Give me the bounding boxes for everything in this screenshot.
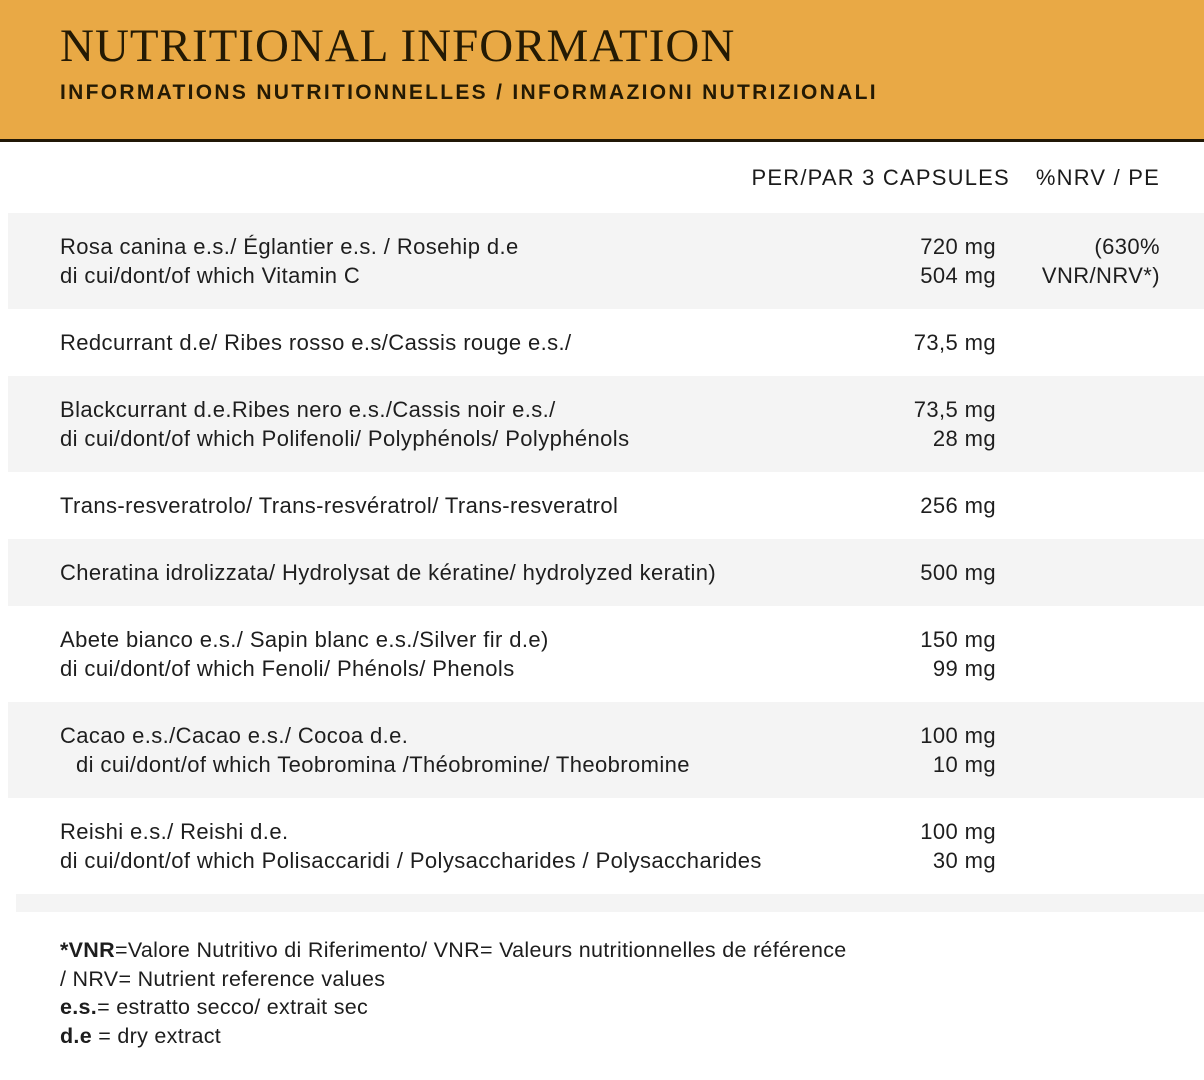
amount-value: 504 mg — [920, 263, 996, 288]
amount-value: 100 mg — [920, 723, 996, 748]
table-line: di cui/dont/of which Teobromina /Théobro… — [8, 750, 1204, 779]
footnote-text: = dry extract — [91, 1023, 222, 1048]
footnote-text: = estratto secco/ extrait sec — [97, 995, 369, 1019]
footnotes: *VNR=Valore Nutritivo di Riferimento/ VN… — [60, 936, 1204, 1050]
table-line: Rosa canina e.s./ Églantier e.s. / Roseh… — [8, 232, 1204, 261]
ingredient-label: Rosa canina e.s./ Églantier e.s. / Roseh… — [60, 234, 519, 259]
ingredient-label: Trans-resveratrolo/ Trans-resvératrol/ T… — [60, 493, 619, 518]
header-banner: NUTRITIONAL INFORMATION INFORMATIONS NUT… — [0, 0, 1204, 142]
nrv-value: VNR/NRV*) — [1041, 263, 1160, 288]
table-row: Reishi e.s./ Reishi d.e. 100 mg di cui/d… — [8, 798, 1204, 894]
ingredient-label: di cui/dont/of which Polisaccaridi / Pol… — [60, 848, 762, 873]
ingredient-label: di cui/dont/of which Vitamin C — [60, 263, 361, 288]
amount-value: 500 mg — [920, 560, 996, 585]
table-line: di cui/dont/of which Vitamin C 504 mg VN… — [8, 261, 1204, 290]
footnote-abbr: d.e — [60, 1023, 92, 1048]
ingredient-label: Cacao e.s./Cacao e.s./ Cocoa d.e. — [60, 723, 409, 748]
table-line: di cui/dont/of which Polifenoli/ Polyphé… — [8, 424, 1204, 453]
ingredient-label: Cheratina idrolizzata/ Hydrolysat de kér… — [60, 560, 717, 585]
footnote-line: e.s.= estratto secco/ extrait sec — [60, 993, 1204, 1022]
table-line: di cui/dont/of which Fenoli/ Phénols/ Ph… — [8, 654, 1204, 683]
table-end-strip — [16, 894, 1204, 912]
amount-value: 73,5 mg — [913, 330, 996, 355]
ingredient-label: Redcurrant d.e/ Ribes rosso e.s/Cassis r… — [60, 330, 572, 355]
amount-value: 30 mg — [932, 848, 996, 873]
column-headers: PER/PAR 3 CAPSULES %NRV / PE — [0, 142, 1204, 213]
col-header-per-capsules: PER/PAR 3 CAPSULES — [751, 164, 1010, 190]
table-line: Trans-resveratrolo/ Trans-resvératrol/ T… — [8, 491, 1204, 520]
table-line: Reishi e.s./ Reishi d.e. 100 mg — [8, 817, 1204, 846]
footnote-abbr: e.s. — [60, 995, 98, 1019]
amount-value: 28 mg — [932, 426, 996, 451]
panel-subtitle: INFORMATIONS NUTRITIONNELLES / INFORMAZI… — [60, 81, 878, 105]
amount-value: 720 mg — [920, 234, 996, 259]
ingredient-label: Reishi e.s./ Reishi d.e. — [60, 819, 289, 844]
ingredient-label: di cui/dont/of which Fenoli/ Phénols/ Ph… — [60, 656, 515, 681]
amount-value: 10 mg — [932, 752, 996, 777]
footnote-text: =Valore Nutritivo di Riferimento/ VNR= V… — [114, 938, 847, 962]
table-line: Cheratina idrolizzata/ Hydrolysat de kér… — [8, 558, 1204, 587]
amount-value: 99 mg — [932, 656, 996, 681]
table-line: Blackcurrant d.e.Ribes nero e.s./Cassis … — [8, 395, 1204, 424]
amount-value: 256 mg — [920, 493, 996, 518]
ingredient-label: di cui/dont/of which Polifenoli/ Polyphé… — [60, 426, 630, 451]
table-line: Redcurrant d.e/ Ribes rosso e.s/Cassis r… — [8, 328, 1204, 357]
table-row: Abete bianco e.s./ Sapin blanc e.s./Silv… — [8, 606, 1204, 702]
table-row: Redcurrant d.e/ Ribes rosso e.s/Cassis r… — [8, 309, 1204, 376]
table-row: Blackcurrant d.e.Ribes nero e.s./Cassis … — [8, 376, 1204, 472]
amount-value: 100 mg — [920, 819, 996, 844]
ingredient-label: Abete bianco e.s./ Sapin blanc e.s./Silv… — [60, 627, 549, 652]
table-line: di cui/dont/of which Polisaccaridi / Pol… — [8, 846, 1204, 875]
footnote-line: *VNR=Valore Nutritivo di Riferimento/ VN… — [60, 936, 1204, 965]
amount-value: 150 mg — [920, 627, 996, 652]
footnote-line: / NRV= Nutrient reference values — [60, 965, 1204, 994]
table-row: Cheratina idrolizzata/ Hydrolysat de kér… — [8, 539, 1204, 606]
table-row: Trans-resveratrolo/ Trans-resvératrol/ T… — [8, 472, 1204, 539]
amount-value: 73,5 mg — [913, 397, 996, 422]
footnote-abbr: *VNR — [60, 938, 115, 962]
table-line: Cacao e.s./Cacao e.s./ Cocoa d.e. 100 mg — [8, 721, 1204, 750]
col-header-nrv: %NRV / PE — [1035, 164, 1160, 190]
ingredient-label: Blackcurrant d.e.Ribes nero e.s./Cassis … — [60, 397, 556, 422]
ingredient-label: di cui/dont/of which Teobromina /Théobro… — [76, 752, 690, 777]
footnote-line: d.e = dry extract — [60, 1022, 1204, 1051]
footnote-text: / NRV= Nutrient reference values — [60, 966, 386, 991]
table-line: Abete bianco e.s./ Sapin blanc e.s./Silv… — [8, 625, 1204, 654]
table-row: Cacao e.s./Cacao e.s./ Cocoa d.e. 100 mg… — [8, 702, 1204, 798]
table-row: Rosa canina e.s./ Églantier e.s. / Roseh… — [8, 213, 1204, 309]
nrv-value: (630% — [1094, 234, 1160, 259]
ingredients-table: Rosa canina e.s./ Églantier e.s. / Roseh… — [8, 213, 1204, 912]
panel-title: NUTRITIONAL INFORMATION — [60, 20, 736, 72]
